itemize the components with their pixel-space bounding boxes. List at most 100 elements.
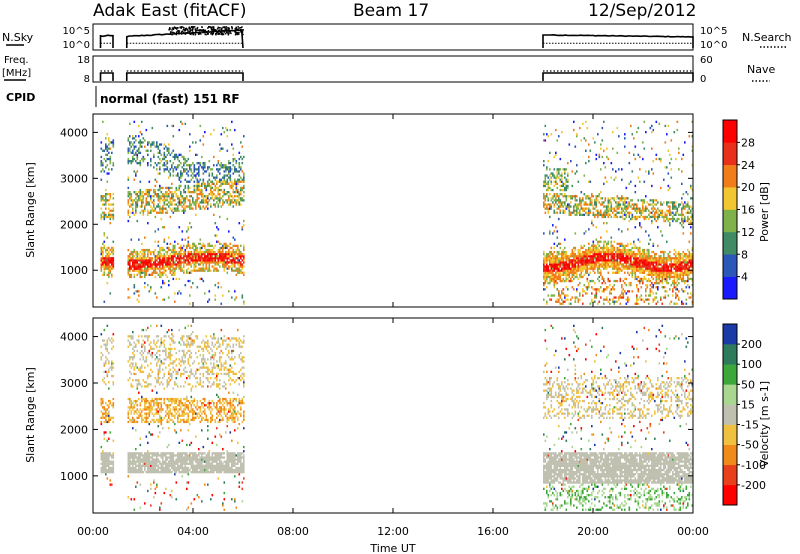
power-cell (607, 300, 610, 303)
power-cell (616, 265, 619, 268)
power-cell (621, 259, 623, 262)
power-cell (576, 203, 578, 206)
power-cell (196, 201, 199, 204)
power-cell (601, 261, 604, 264)
power-cell (666, 217, 668, 221)
power-cell (648, 259, 650, 262)
power-cell (132, 151, 134, 154)
freq-tick-bottom: 8 (84, 74, 90, 85)
power-cell (556, 193, 559, 196)
power-cell (658, 257, 661, 260)
nsky-dot (182, 31, 185, 34)
power-cell (567, 205, 569, 208)
power-cell (219, 195, 221, 198)
power-cell (210, 257, 212, 260)
power-cell (189, 195, 191, 198)
power-cell (564, 246, 566, 250)
power-cell (606, 230, 608, 233)
power-cell (594, 257, 596, 260)
power-cell (588, 286, 590, 289)
power-cell (670, 265, 673, 268)
power-cell (174, 250, 176, 254)
power-cell (690, 271, 692, 274)
power-cell (652, 207, 655, 210)
power-cell (100, 162, 103, 165)
power-cell (549, 257, 551, 260)
power-cell (559, 273, 562, 276)
power-cell (187, 253, 190, 256)
nsky-dot (184, 29, 187, 31)
power-cell (190, 271, 193, 274)
power-cell (243, 261, 245, 264)
power-cell (685, 211, 688, 214)
power-cell (610, 240, 613, 243)
power-cell (681, 197, 683, 200)
power-cell (220, 253, 223, 256)
power-cell (174, 263, 176, 266)
power-cell (157, 188, 160, 192)
power-cell (616, 242, 619, 245)
power-cell (195, 269, 197, 272)
power-cell (649, 265, 652, 268)
power-cell (691, 145, 693, 148)
power-cell (598, 261, 601, 264)
nsky-dot (223, 31, 226, 33)
power-cell (645, 261, 647, 264)
power-cell (217, 160, 220, 163)
power-cell (127, 149, 130, 152)
velocity-cell (106, 412, 109, 415)
power-cell (175, 203, 178, 206)
power-cell (678, 265, 680, 268)
power-cell (193, 269, 196, 272)
power-cell (579, 298, 581, 301)
power-cell (631, 265, 634, 268)
power-cell (664, 250, 667, 254)
velocity-cell (102, 412, 104, 415)
power-cell (591, 300, 593, 303)
power-cell (690, 211, 692, 214)
power-cell (663, 273, 665, 276)
velocity-cell (103, 460, 106, 463)
power-cell (558, 263, 560, 266)
power-cell (102, 246, 104, 250)
power-cell (163, 255, 166, 258)
power-cell (147, 222, 149, 225)
power-cell (642, 257, 644, 260)
power-cell (214, 259, 217, 262)
power-cell (226, 199, 229, 202)
power-cell (675, 275, 677, 279)
power-cell (175, 166, 178, 169)
power-cell (664, 261, 667, 264)
power-cell (154, 240, 157, 243)
power-cell (649, 267, 652, 270)
power-cell (616, 248, 619, 252)
power-cell (165, 186, 167, 190)
power-cell (204, 259, 206, 262)
power-cell (685, 279, 688, 283)
power-cell (690, 253, 692, 256)
power-cell (679, 275, 682, 279)
power-cell (603, 201, 605, 204)
power-cell (136, 170, 139, 173)
power-cell (129, 296, 131, 299)
power-cell (558, 195, 560, 198)
power-cell (615, 205, 617, 208)
power-cell (234, 298, 236, 301)
power-cell (598, 300, 601, 303)
power-cell (150, 195, 152, 198)
power-cell (612, 248, 614, 252)
velocity-cell (105, 402, 107, 405)
power-cell (108, 137, 110, 140)
power-cell (655, 203, 658, 206)
power-cell (198, 182, 200, 185)
velocity-cell (100, 462, 103, 465)
power-cell (127, 296, 130, 299)
power-cell (130, 203, 133, 206)
power-cell (133, 261, 136, 264)
power-cell (196, 199, 199, 202)
power-cell (106, 193, 109, 196)
power-cell (682, 302, 685, 305)
power-cell (597, 248, 599, 252)
power-cell (165, 257, 167, 260)
power-cell (189, 271, 191, 274)
